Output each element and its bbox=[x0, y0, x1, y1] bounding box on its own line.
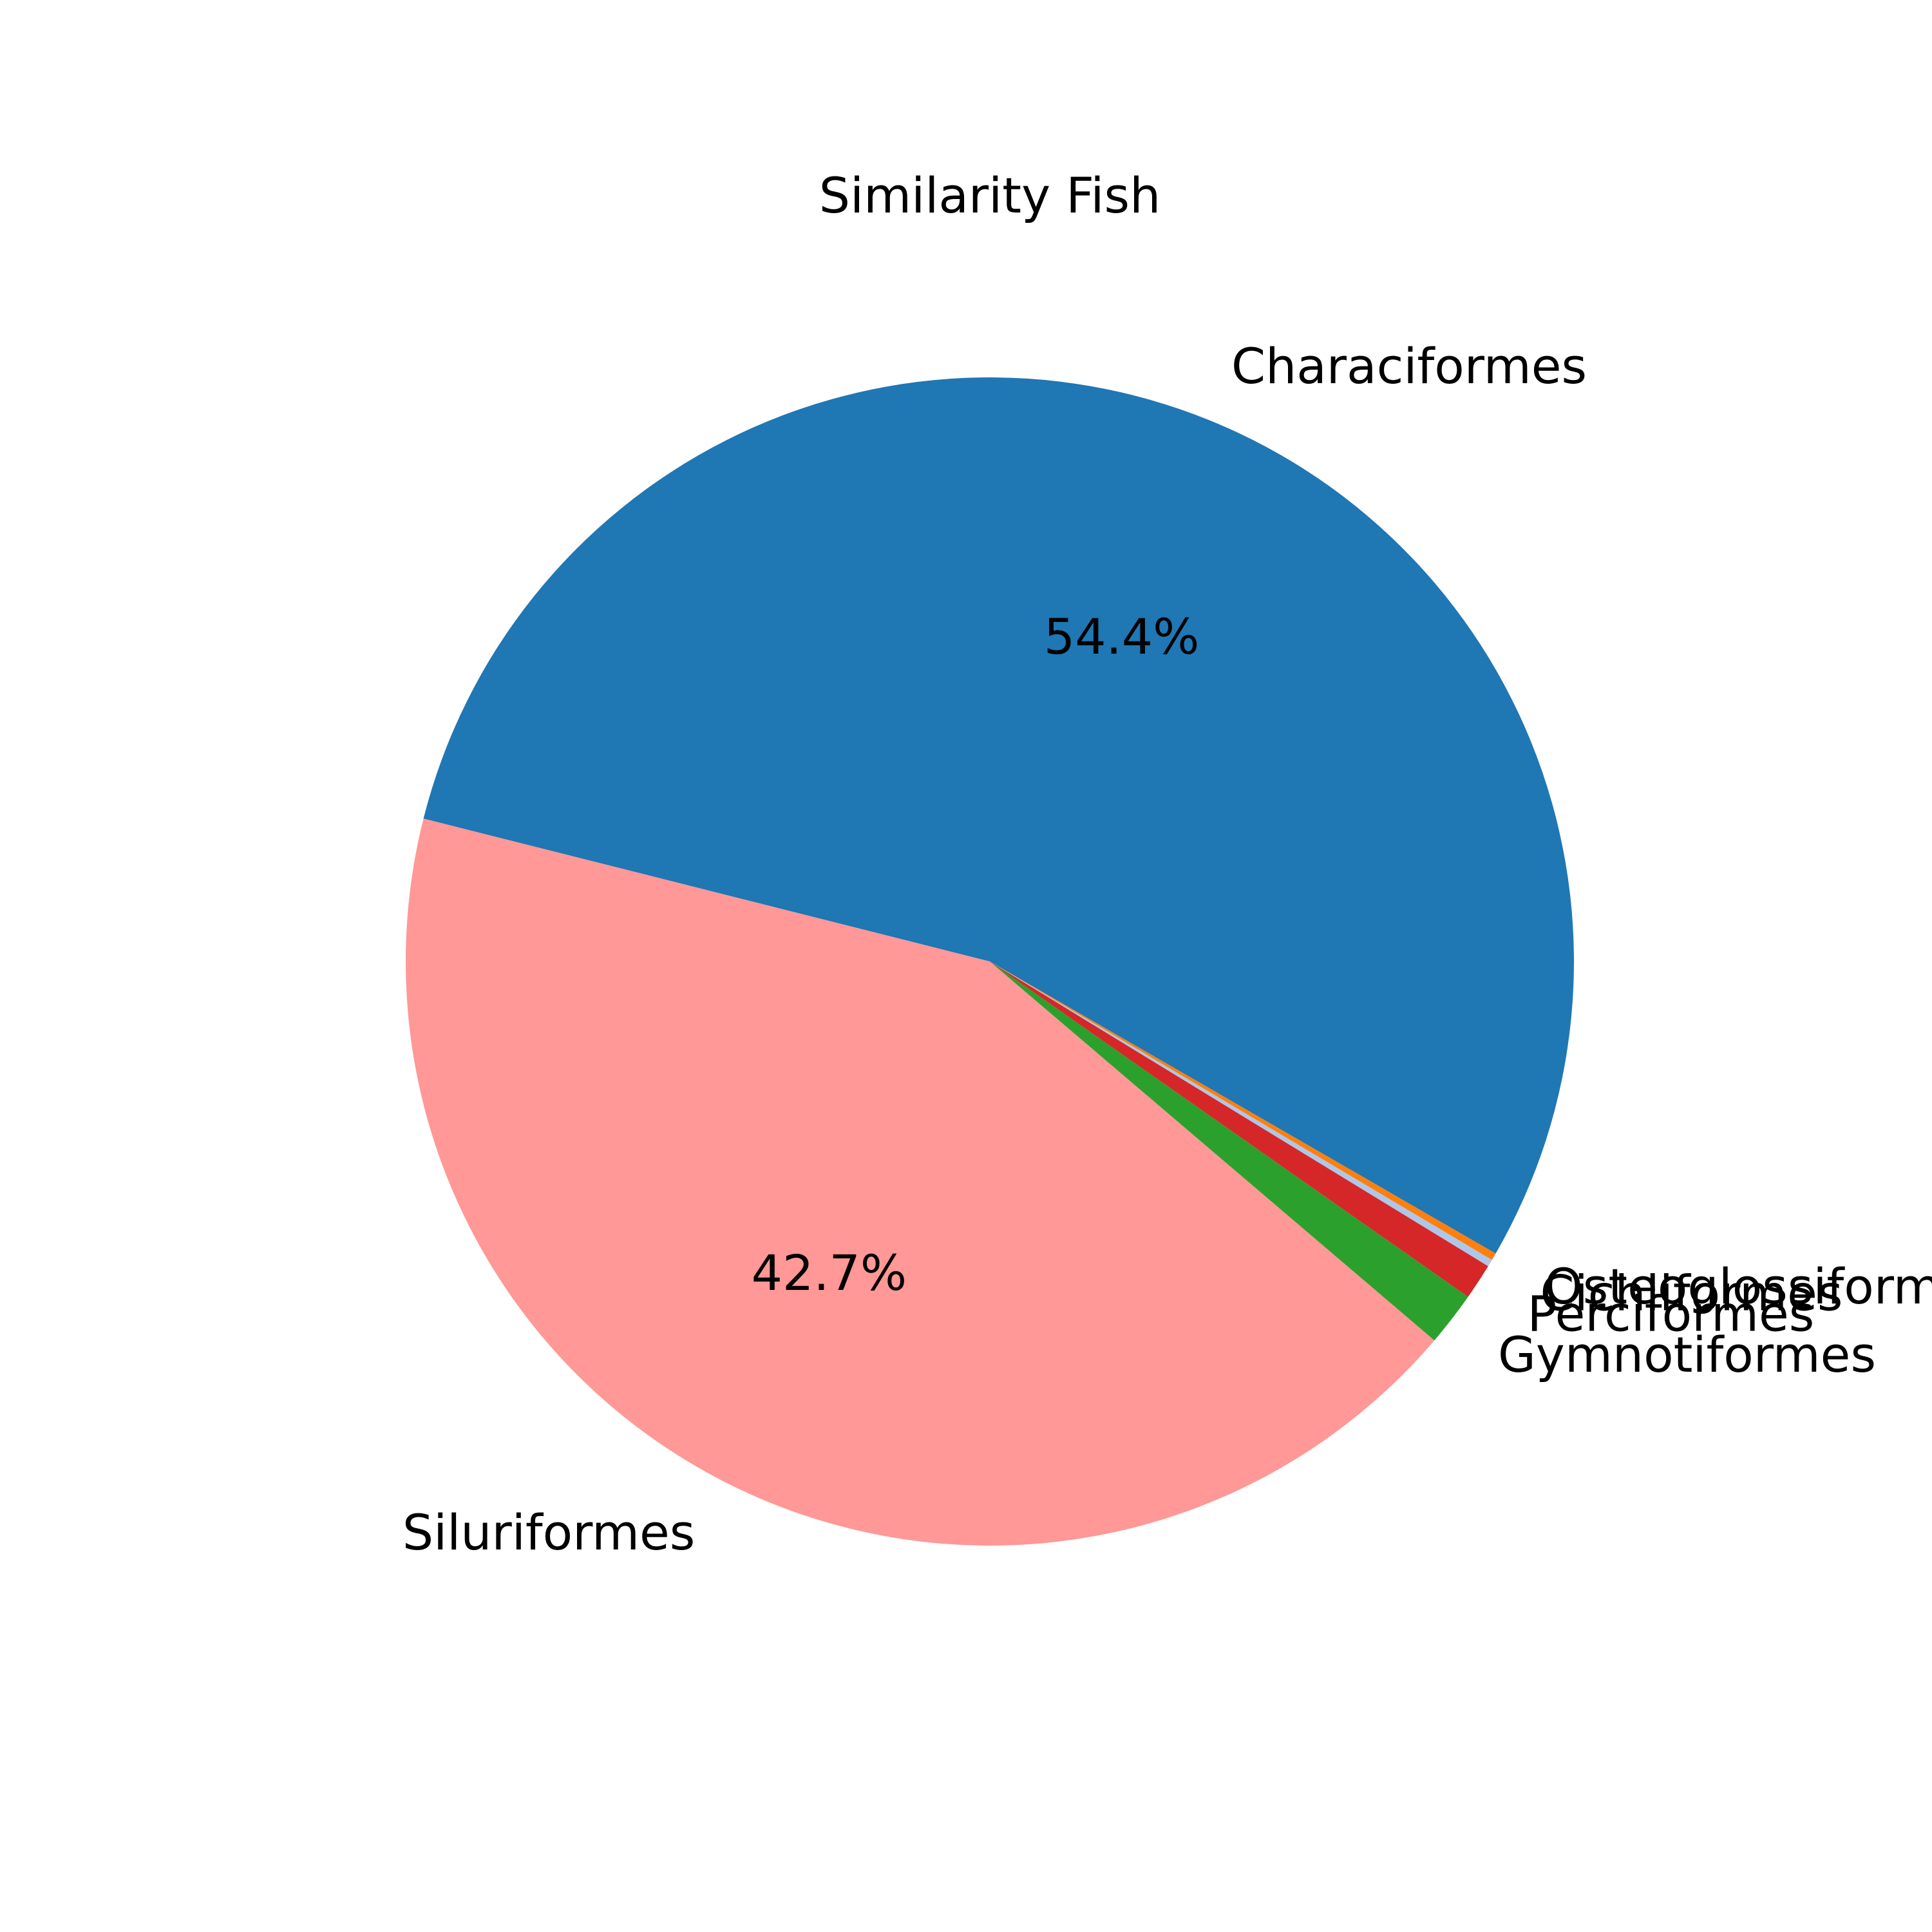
slice-label-siluriformes: Siluriformes bbox=[402, 1504, 696, 1561]
pie-slice-perciformes bbox=[990, 961, 1488, 1297]
slice-label-perciformes: Perciformes bbox=[1528, 1285, 1815, 1342]
slice-label-cichliformes: Cichliformes bbox=[1540, 1265, 1843, 1322]
pie-slice-siluriformes bbox=[406, 819, 1435, 1546]
slice-label-characiformes: Characiformes bbox=[1231, 337, 1587, 395]
pie-slice-osteoglossiformes bbox=[990, 961, 1496, 1260]
pie-slice-characiformes bbox=[423, 377, 1574, 1254]
pie-slices bbox=[406, 377, 1574, 1546]
slice-label-gymnotiformes: Gymnotiformes bbox=[1498, 1326, 1876, 1383]
chart-title: Similarity Fish bbox=[819, 167, 1161, 224]
pie-percent-labels: 54.4% 42.7% bbox=[752, 608, 1200, 1302]
pie-slice-gymnotiformes bbox=[990, 961, 1468, 1341]
percent-label-siluriformes: 42.7% bbox=[752, 1244, 907, 1302]
percent-label-characiformes: 54.4% bbox=[1044, 608, 1199, 665]
pie-slice-cichliformes bbox=[990, 961, 1492, 1267]
pie-labels: Characiformes Siluriformes GymnotiformesPe… bbox=[402, 337, 1932, 1561]
slice-label-osteoglossiformes: Osteoglossiformes bbox=[1544, 1258, 1932, 1315]
